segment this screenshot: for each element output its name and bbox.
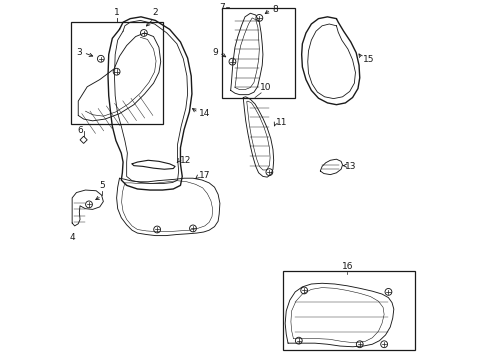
Text: 3: 3	[76, 48, 82, 57]
Bar	[283, 271, 416, 350]
Text: 9: 9	[212, 48, 218, 57]
Bar	[71, 22, 163, 125]
Text: 2: 2	[152, 8, 158, 17]
Text: 17: 17	[199, 171, 211, 180]
Text: 4: 4	[70, 233, 75, 242]
Text: 15: 15	[363, 55, 374, 64]
Text: 6: 6	[77, 126, 83, 135]
Text: 12: 12	[180, 156, 191, 165]
Text: 16: 16	[342, 262, 353, 271]
Text: 11: 11	[275, 118, 287, 127]
Text: 5: 5	[99, 181, 105, 190]
Text: 7: 7	[220, 3, 225, 12]
Text: 14: 14	[199, 109, 211, 118]
Text: 8: 8	[272, 5, 278, 14]
Text: 1: 1	[114, 8, 120, 17]
Bar	[221, 8, 295, 98]
Text: 10: 10	[260, 83, 271, 92]
Text: 13: 13	[344, 162, 356, 171]
